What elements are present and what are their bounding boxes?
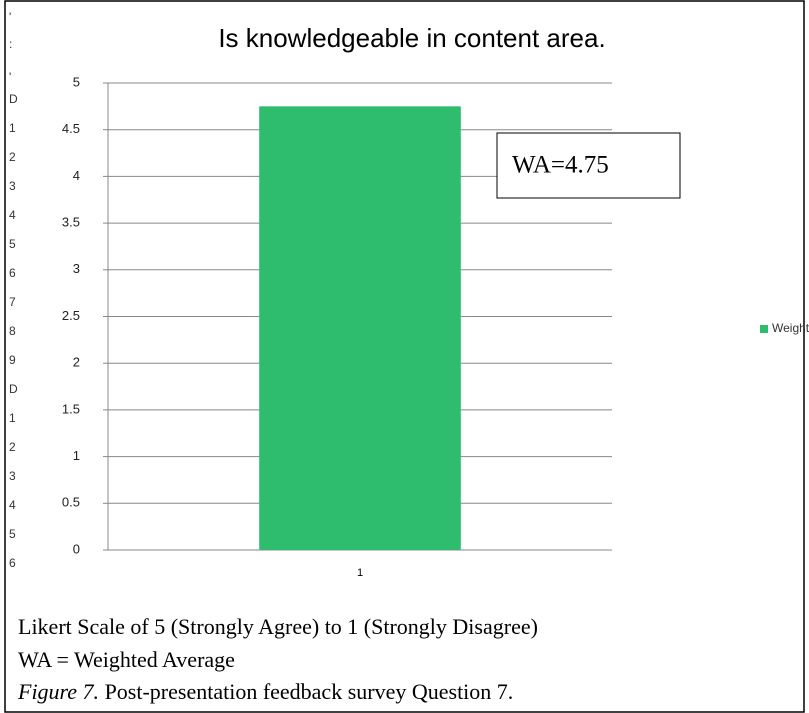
chart-title: Is knowledgeable in content area.: [218, 23, 605, 53]
annotation-box: [496, 132, 681, 199]
figure-border: [4, 0, 805, 713]
y-tick-label: 1: [73, 448, 80, 463]
margin-number: 6: [9, 556, 16, 570]
y-tick-label: 2.5: [62, 308, 80, 323]
margin-number: 3: [9, 179, 16, 193]
margin-number: 4: [9, 498, 16, 512]
margin-number: 4: [9, 208, 16, 222]
bar: [259, 106, 461, 550]
margin-number: 3: [9, 469, 16, 483]
legend-swatch: [760, 325, 768, 333]
y-tick-label: 3: [73, 261, 80, 276]
margin-number: 2: [9, 150, 16, 164]
x-tick-label: 1: [357, 567, 363, 579]
margin-number: ': [9, 70, 11, 84]
y-tick-label: 4.5: [62, 121, 80, 136]
margin-number: 9: [9, 353, 16, 367]
y-tick-label: 2: [73, 355, 80, 370]
figure-caption: Figure 7. Post-presentation feedback sur…: [17, 679, 513, 704]
margin-number: 5: [9, 237, 16, 251]
margin-number: D: [9, 382, 18, 396]
y-tick-label: 4: [73, 168, 80, 183]
margin-number: 1: [9, 121, 16, 135]
margin-number: 7: [9, 295, 16, 309]
margin-number: 1: [9, 411, 16, 425]
margin-number: :: [9, 37, 12, 51]
y-tick-label: 3.5: [62, 215, 80, 230]
margin-number: D: [9, 92, 18, 106]
margin-number: 2: [9, 440, 16, 454]
y-tick-label: 1.5: [62, 401, 80, 416]
margin-number: ': [9, 10, 11, 24]
legend-label: Weighted Average: [772, 321, 809, 335]
y-tick-label: 0: [73, 541, 80, 556]
figure-label: Figure 7.: [17, 679, 99, 704]
figure-text: Post-presentation feedback survey Questi…: [99, 679, 513, 704]
margin-number: 8: [9, 324, 16, 338]
caption-line: WA = Weighted Average: [18, 647, 235, 672]
y-tick-label: 5: [73, 74, 80, 89]
y-tick-label: 0.5: [62, 495, 80, 510]
annotation: WA=4.75: [512, 152, 609, 179]
margin-number: 6: [9, 266, 16, 280]
margin-number: 5: [9, 527, 16, 541]
caption-line: Likert Scale of 5 (Strongly Agree) to 1 …: [18, 614, 538, 639]
